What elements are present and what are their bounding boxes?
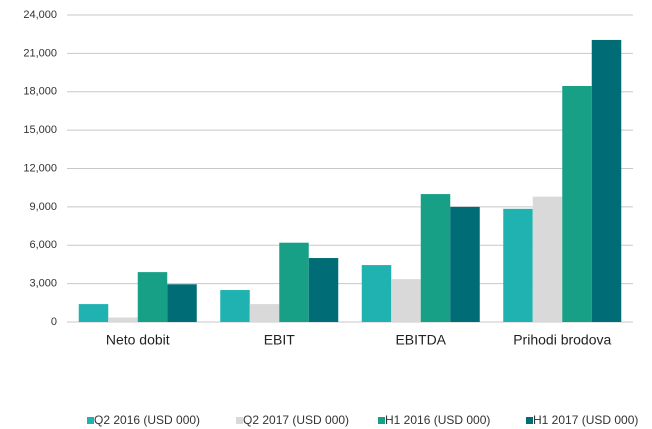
legend-label: Q2 2017 (USD 000) xyxy=(243,413,349,427)
legend-label: H1 2017 (USD 000) xyxy=(533,413,638,427)
bar xyxy=(308,258,339,322)
legend-label: Q2 2016 (USD 000) xyxy=(94,413,200,427)
legend-swatch xyxy=(236,417,243,424)
legend-label: H1 2016 (USD 000) xyxy=(385,413,490,427)
y-tick-label: 21,000 xyxy=(23,47,57,59)
legend-swatch xyxy=(526,417,533,424)
y-tick-label: 9,000 xyxy=(29,201,57,213)
bar xyxy=(503,208,533,322)
bar xyxy=(450,206,480,322)
bar xyxy=(167,284,197,322)
y-tick-label: 6,000 xyxy=(29,239,57,251)
y-tick-label: 0 xyxy=(51,316,57,328)
bar xyxy=(108,317,138,322)
bar xyxy=(532,196,563,322)
legend-swatch xyxy=(87,417,94,424)
x-tick-label: Prihodi brodova xyxy=(513,332,611,348)
bar xyxy=(591,39,622,322)
bar xyxy=(137,272,168,322)
bar xyxy=(391,279,421,322)
legend-swatch xyxy=(378,417,385,424)
bar xyxy=(220,290,250,322)
bar xyxy=(279,242,309,322)
x-tick-label: EBITDA xyxy=(395,332,446,348)
bar xyxy=(78,304,109,322)
x-tick-label: Neto dobit xyxy=(106,332,170,348)
y-tick-label: 15,000 xyxy=(23,124,57,136)
x-tick-label: EBIT xyxy=(264,332,296,348)
bar xyxy=(361,265,392,322)
y-tick-label: 3,000 xyxy=(29,278,57,290)
bar xyxy=(249,304,280,322)
bar xyxy=(562,85,592,323)
y-tick-label: 12,000 xyxy=(23,162,57,174)
bar xyxy=(420,194,451,322)
y-tick-label: 18,000 xyxy=(23,86,57,98)
y-tick-label: 24,000 xyxy=(23,9,57,21)
